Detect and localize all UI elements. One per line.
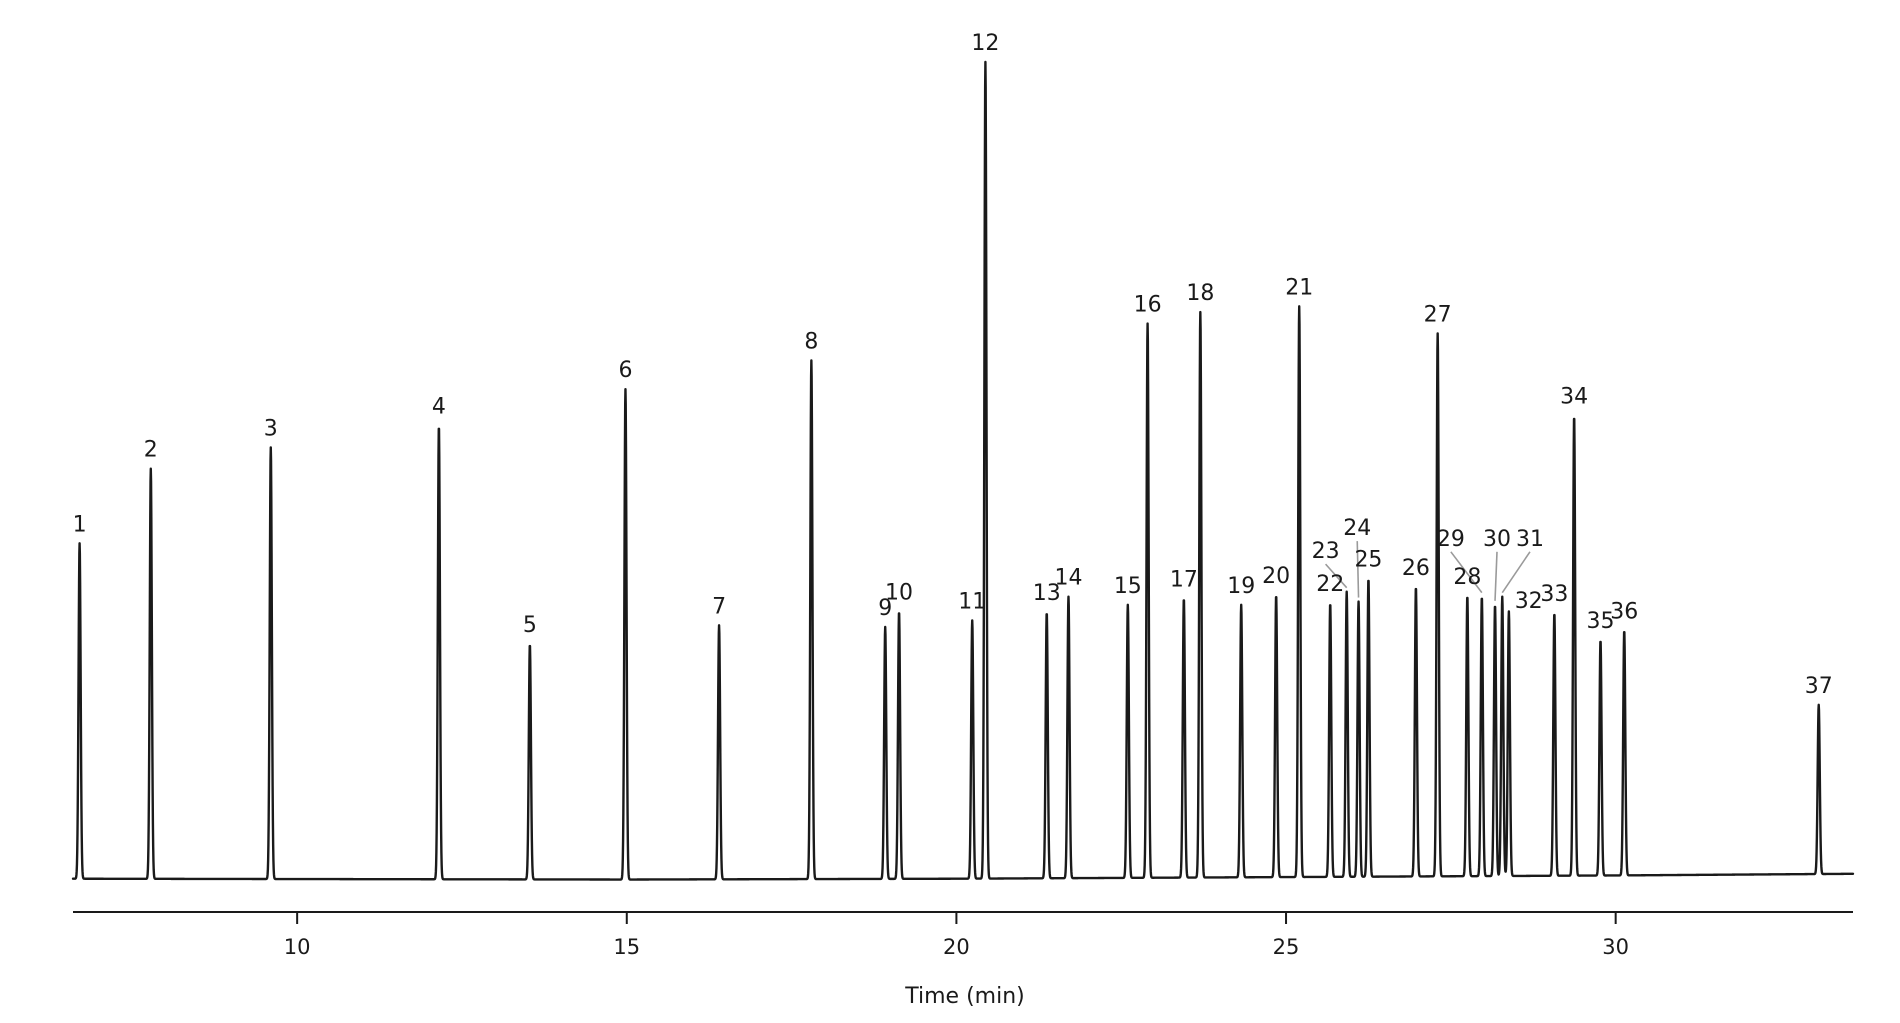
peak-label: 32 [1515,589,1543,614]
peak-label: 24 [1343,516,1371,541]
peak-label: 3 [264,416,278,441]
peak-label: 35 [1587,609,1615,634]
peak-label: 26 [1402,556,1430,581]
x-tick-label: 30 [1602,935,1629,959]
peak-label: 25 [1354,548,1382,573]
peak-leader-line [1450,551,1483,594]
peak-label: 34 [1560,384,1588,409]
peak-label: 31 [1516,527,1544,552]
peak-leader-line [1501,551,1531,594]
peak-label: 6 [618,358,632,383]
peak-label: 28 [1453,565,1481,590]
peak-label: 19 [1227,574,1255,599]
peak-label: 8 [804,329,818,354]
x-tick-label: 10 [284,935,311,959]
peak-label: 37 [1805,674,1833,699]
peak-label: 2 [144,438,158,463]
peak-leader-line [1356,541,1360,598]
x-tick-label: 25 [1273,935,1300,959]
peak-label: 20 [1262,564,1290,589]
peak-label: 14 [1054,566,1082,591]
peak-label: 7 [712,594,726,619]
peak-label: 17 [1170,567,1198,592]
peak-label: 11 [958,589,986,614]
peak-label: 4 [432,394,446,419]
peak-label: 21 [1285,275,1313,300]
x-tick-label: 20 [943,935,970,959]
peak-leader-line [1494,551,1498,601]
peak-label: 12 [971,31,999,56]
peak-label: 10 [885,580,913,605]
chromatogram-trace [71,60,1855,881]
peak-label: 22 [1316,572,1344,597]
peak-label: 15 [1114,574,1142,599]
peak-label: 13 [1033,581,1061,606]
x-axis-ticks: 10 15 20 25 30 [284,912,1629,959]
peak-label: 5 [523,613,537,638]
peak-label: 33 [1540,582,1568,607]
peak-label: 16 [1134,293,1162,318]
x-axis-title: Time (min) [904,984,1025,1009]
peak-label: 18 [1186,281,1214,306]
x-tick-label: 15 [613,935,640,959]
peak-label: 23 [1312,539,1340,564]
peak-label: 30 [1483,527,1511,552]
peak-leader-lines [1324,541,1531,601]
peak-label: 36 [1610,599,1638,624]
peak-label: 27 [1424,302,1452,327]
peak-label: 29 [1437,527,1465,552]
peak-label: 1 [73,512,87,537]
peak-label: 9 [878,596,892,621]
peak-leader-line [1324,563,1348,589]
